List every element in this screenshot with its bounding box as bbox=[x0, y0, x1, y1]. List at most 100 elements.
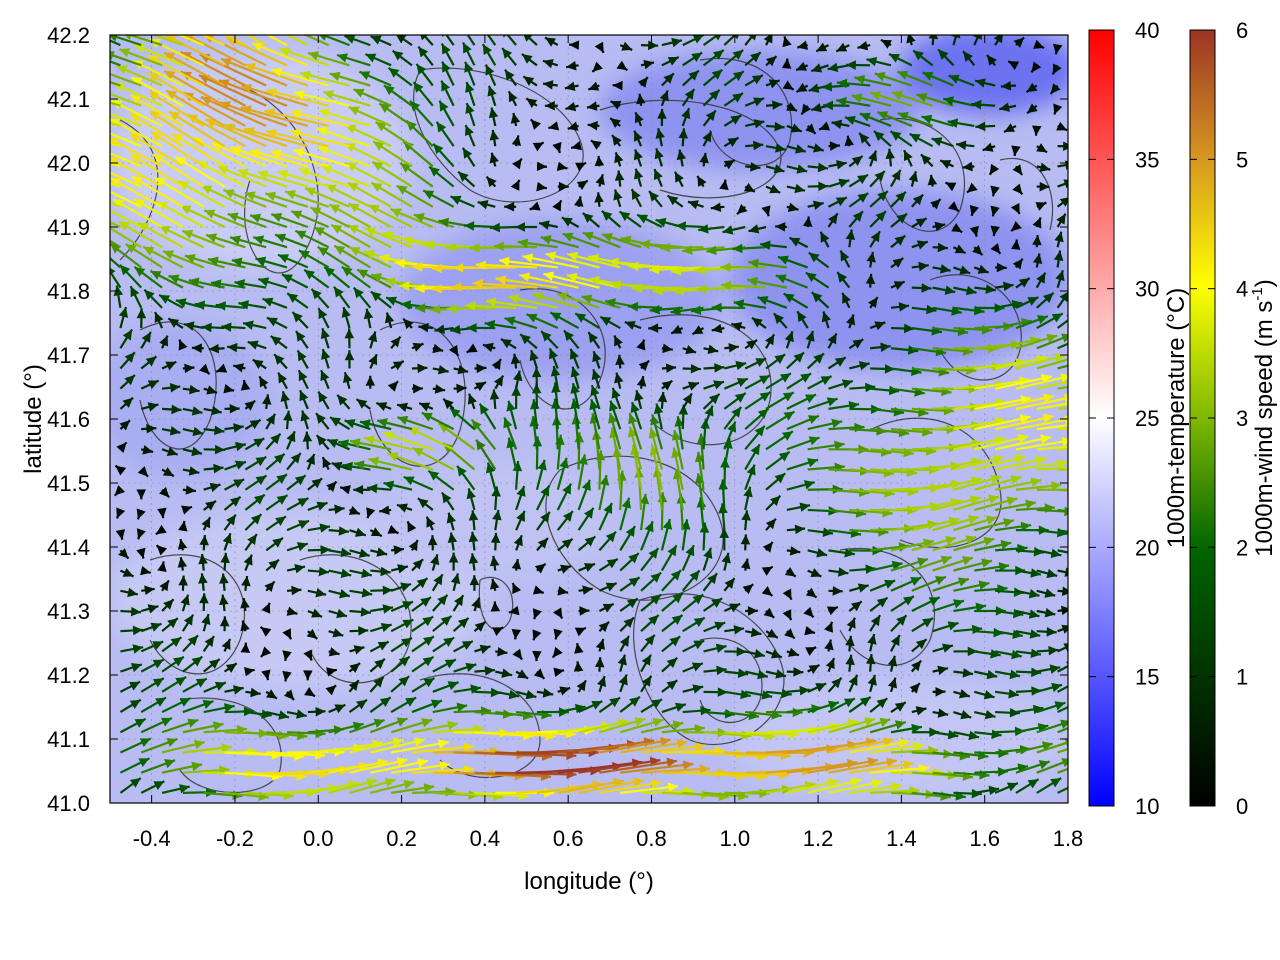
wind-vector bbox=[161, 676, 187, 693]
wind-vector bbox=[640, 698, 663, 713]
wind-vector bbox=[848, 600, 863, 612]
y-tick-label: 42.1 bbox=[47, 87, 90, 112]
wind-vector bbox=[244, 399, 256, 411]
wind-vector bbox=[557, 703, 586, 714]
wind-vector bbox=[786, 164, 808, 174]
wind-vector bbox=[722, 225, 746, 235]
wind-vector bbox=[182, 787, 217, 798]
wind-vector bbox=[264, 580, 276, 593]
wind-vector bbox=[219, 616, 230, 632]
wind-vector bbox=[519, 272, 579, 289]
wind-vector bbox=[609, 400, 622, 430]
wind-vector bbox=[484, 64, 497, 86]
wind-vector bbox=[370, 779, 415, 794]
wind-vector bbox=[355, 398, 371, 410]
wind-vector bbox=[359, 419, 392, 431]
wind-vector bbox=[1015, 568, 1042, 578]
wind-vector bbox=[927, 174, 938, 187]
wind-vector bbox=[744, 119, 765, 129]
wind-vector bbox=[182, 634, 199, 653]
wind-vector bbox=[1036, 312, 1064, 330]
wind-vector bbox=[415, 63, 434, 87]
wind-vector bbox=[217, 165, 267, 188]
wind-vector bbox=[522, 75, 538, 87]
wind-vector bbox=[557, 586, 569, 596]
wind-vector bbox=[240, 597, 250, 612]
wind-vector bbox=[953, 788, 982, 799]
wind-vector bbox=[702, 68, 724, 87]
wind-vector bbox=[265, 35, 288, 47]
wind-vector bbox=[177, 557, 188, 571]
wind-vector bbox=[255, 256, 288, 269]
wind-vector bbox=[512, 648, 524, 661]
wind-vector bbox=[620, 782, 679, 794]
wind-vector bbox=[462, 42, 476, 66]
x-tick-label: -0.2 bbox=[216, 826, 254, 851]
wind-vector bbox=[384, 312, 395, 329]
wind-vector bbox=[224, 685, 244, 695]
wind-vector bbox=[302, 431, 313, 450]
wind-vector bbox=[1012, 164, 1024, 176]
wind-vector bbox=[1015, 373, 1068, 390]
wind-vector bbox=[786, 351, 805, 370]
wind-vector bbox=[784, 567, 797, 578]
wind-vector bbox=[953, 454, 1004, 471]
wind-vector bbox=[848, 192, 869, 208]
y-tick-label: 42.2 bbox=[47, 23, 90, 48]
wind-vector bbox=[199, 363, 211, 375]
wind-vector bbox=[586, 101, 600, 111]
wind-vector bbox=[973, 35, 982, 46]
contour-line bbox=[545, 455, 724, 601]
wind-vector bbox=[1031, 125, 1042, 136]
wind-vector bbox=[147, 72, 205, 107]
wind-vector bbox=[807, 548, 828, 558]
wind-vector bbox=[1056, 121, 1068, 132]
wind-vector bbox=[411, 635, 435, 653]
wind-vector bbox=[890, 614, 908, 632]
wind-vector bbox=[294, 229, 330, 249]
wind-vector bbox=[130, 76, 184, 107]
wind-vector bbox=[495, 646, 508, 657]
wind-vector bbox=[120, 625, 144, 636]
wind-vector bbox=[1036, 445, 1068, 451]
wind-vector bbox=[765, 79, 781, 89]
wind-vector bbox=[732, 243, 767, 254]
wind-vector bbox=[574, 196, 584, 207]
wind-vector bbox=[570, 140, 582, 151]
wind-vector bbox=[973, 264, 989, 274]
wind-vector bbox=[383, 84, 413, 107]
wind-vector bbox=[848, 674, 859, 693]
wind-vector bbox=[174, 155, 226, 188]
wind-vector bbox=[536, 161, 548, 172]
wind-vector bbox=[786, 647, 800, 657]
wind-vector bbox=[614, 151, 624, 167]
wind-vector bbox=[994, 477, 1042, 491]
wind-vector bbox=[1025, 82, 1038, 94]
wind-vector bbox=[911, 304, 937, 315]
wind-vector bbox=[177, 180, 226, 208]
wind-vector bbox=[937, 48, 955, 67]
wind-vector bbox=[807, 418, 843, 431]
wind-vector bbox=[1057, 529, 1068, 533]
wind-vector bbox=[515, 222, 537, 232]
wind-vector bbox=[492, 509, 502, 531]
wind-vector bbox=[223, 513, 237, 531]
wind-vector bbox=[223, 662, 238, 673]
wind-vector bbox=[349, 718, 385, 734]
wind-vector bbox=[611, 134, 622, 147]
wind-vector bbox=[641, 40, 659, 51]
wind-vector bbox=[719, 179, 729, 191]
wind-vector bbox=[1057, 179, 1068, 189]
wind-vector bbox=[461, 147, 476, 167]
wind-vector bbox=[349, 548, 370, 558]
wind-vector bbox=[283, 689, 295, 701]
wind-vector bbox=[201, 613, 211, 632]
wind-vector bbox=[295, 330, 309, 349]
wind-vector bbox=[136, 528, 146, 540]
wind-vector bbox=[890, 234, 906, 249]
wind-vector bbox=[249, 148, 309, 168]
wind-vector bbox=[831, 119, 850, 130]
wind-vector bbox=[161, 426, 181, 436]
wind-vector bbox=[140, 658, 165, 673]
wind-vector bbox=[224, 441, 247, 452]
